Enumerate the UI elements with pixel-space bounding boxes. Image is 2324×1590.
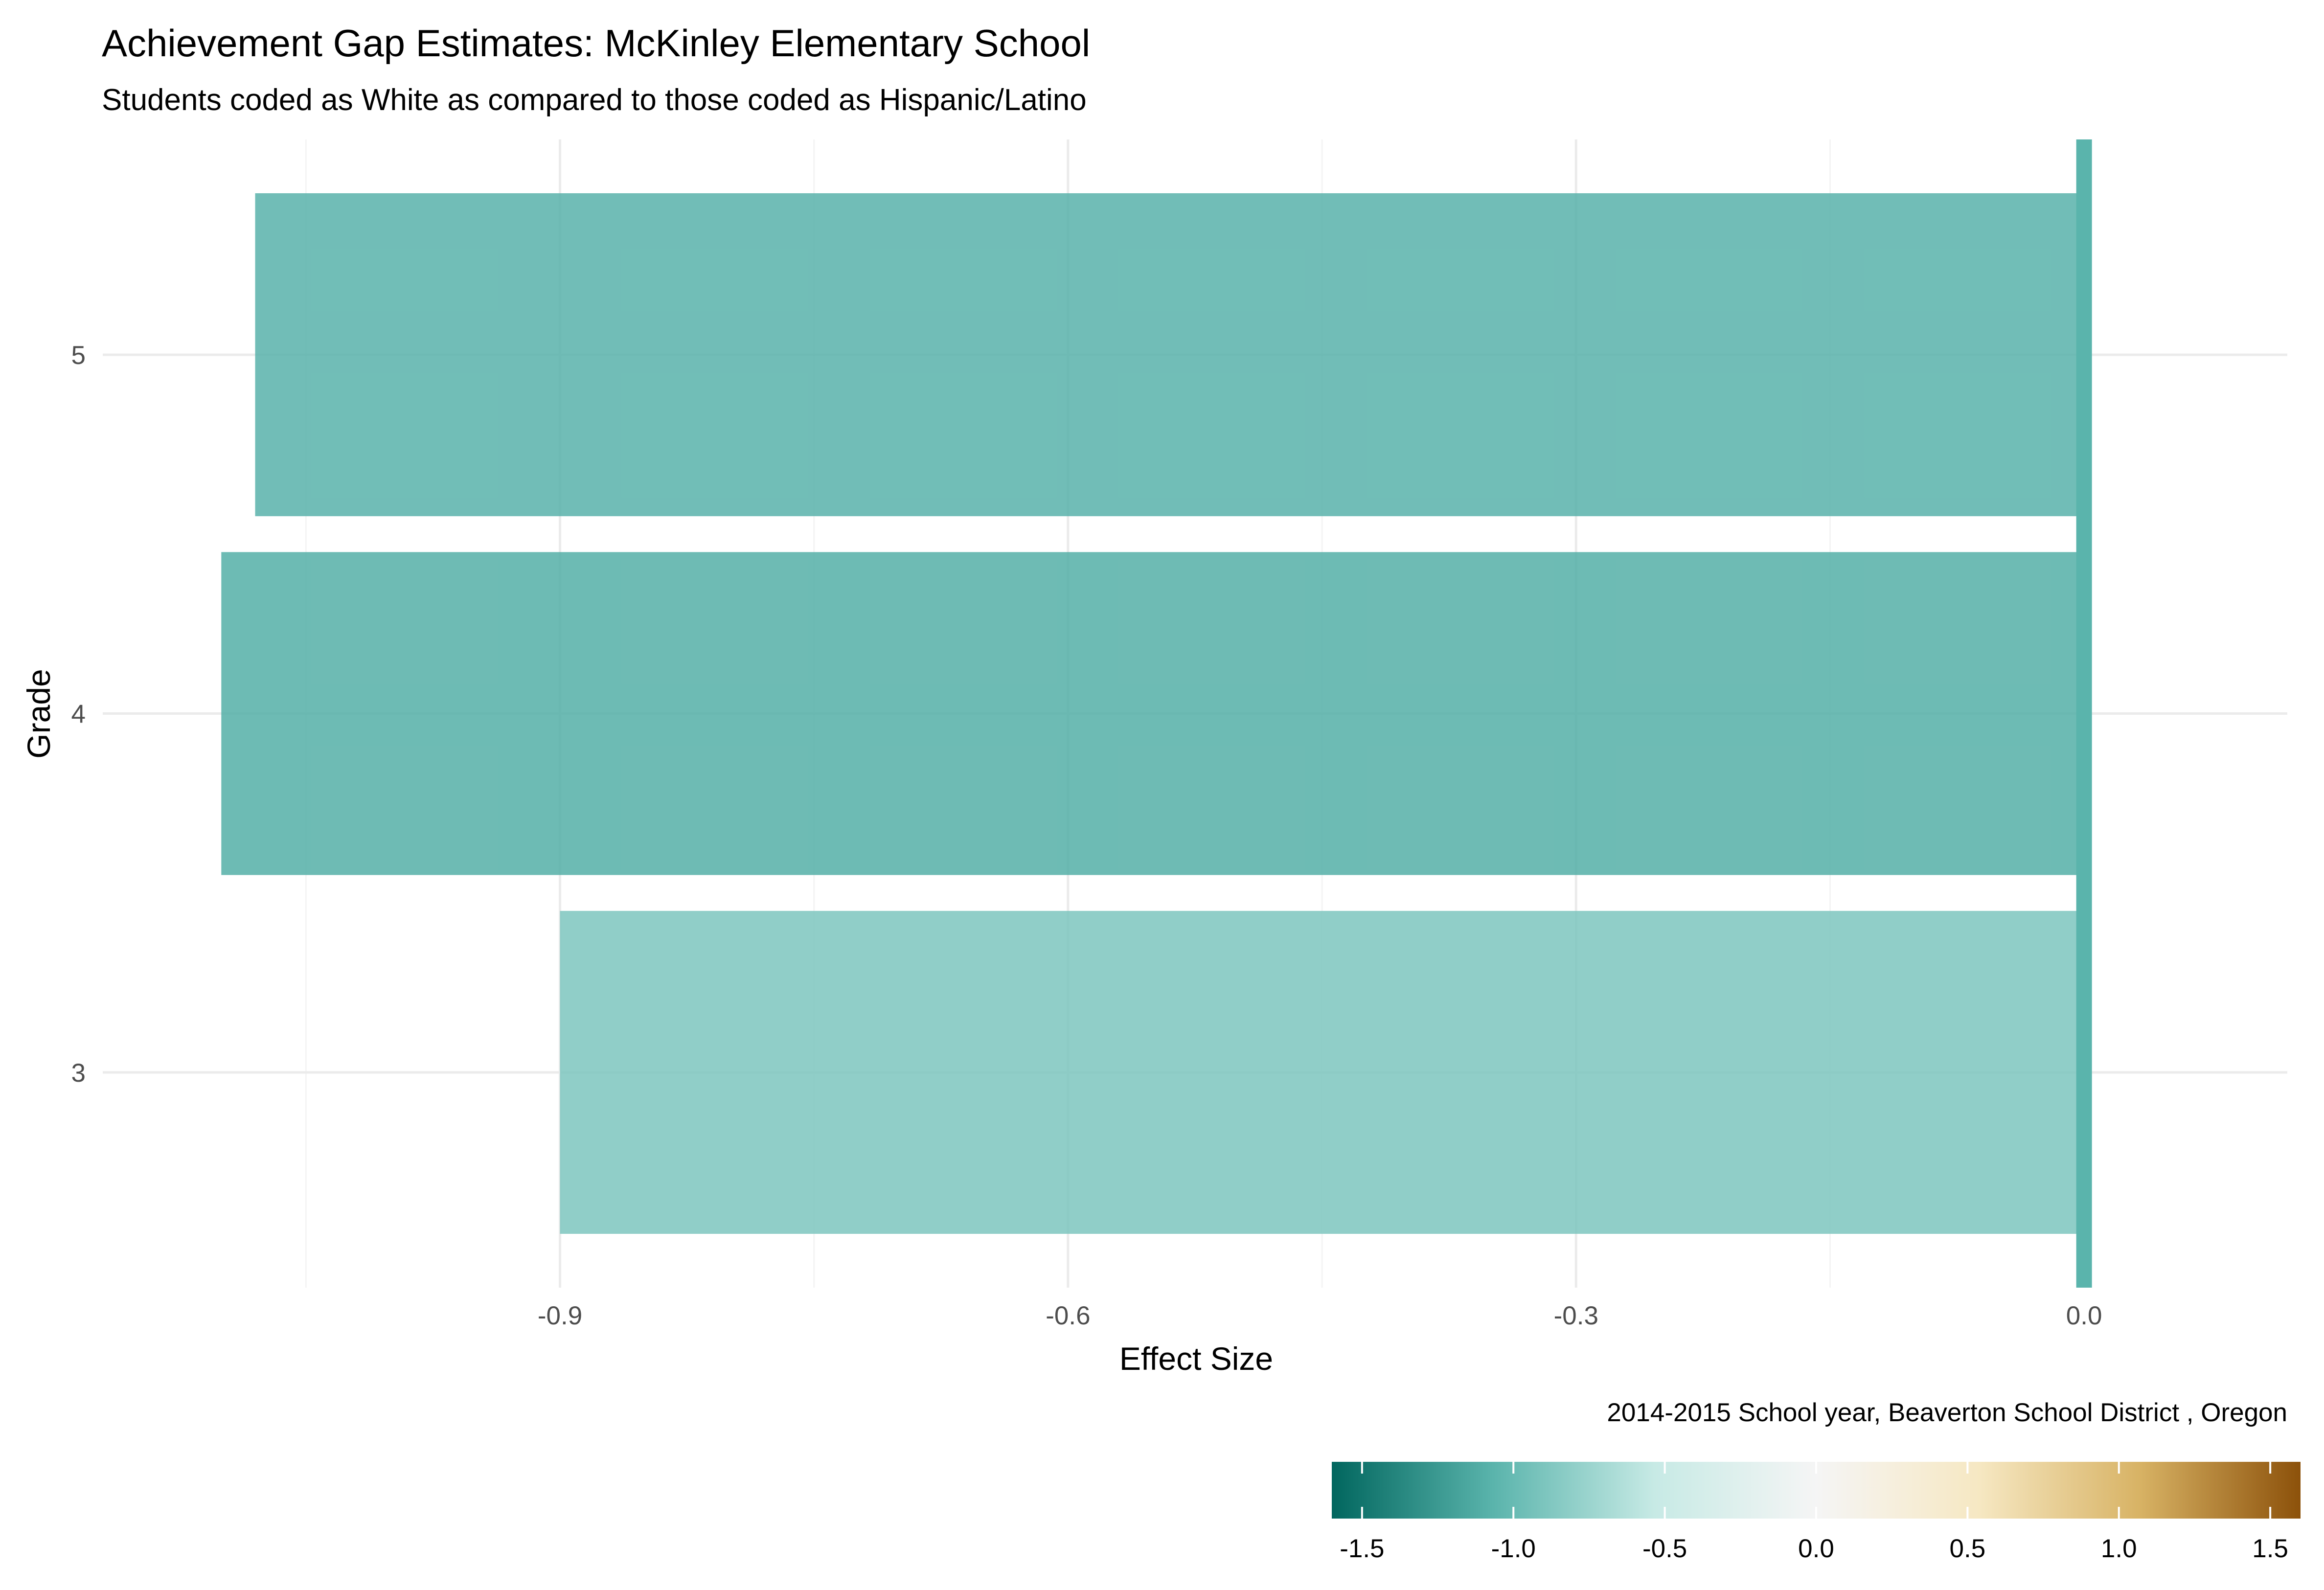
- colorbar-tick-label: -1.5: [1340, 1534, 1384, 1563]
- x-tick-label: -0.6: [1046, 1301, 1090, 1330]
- plot-panel: [103, 139, 2287, 1288]
- y-tick-label: 5: [71, 341, 86, 370]
- x-axis-title: Effect Size: [1119, 1340, 1273, 1377]
- chart-title: Achievement Gap Estimates: McKinley Elem…: [102, 22, 1090, 65]
- bar-grade-4: [221, 552, 2084, 875]
- y-axis-ticks: 3 4 5: [71, 341, 86, 1088]
- x-axis-ticks: -0.9 -0.6 -0.3 0.0: [538, 1301, 2102, 1330]
- y-tick-label: 3: [71, 1059, 86, 1088]
- colorbar-legend: -1.5 -1.0 -0.5 0.0 0.5 1.0 1.5: [1332, 1462, 2301, 1563]
- colorbar-tick-label: -1.0: [1491, 1534, 1536, 1563]
- chart-subtitle: Students coded as White as compared to t…: [102, 83, 1087, 117]
- x-tick-label: -0.9: [538, 1301, 582, 1330]
- colorbar-tick-label: 1.5: [2252, 1534, 2288, 1563]
- y-axis-title: Grade: [21, 669, 57, 758]
- chart-caption: 2014-2015 School year, Beaverton School …: [1607, 1398, 2287, 1427]
- colorbar-tick-label: 0.5: [1950, 1534, 1986, 1563]
- bar-grade-5: [255, 193, 2084, 517]
- colorbar-tick-label: -0.5: [1642, 1534, 1687, 1563]
- x-tick-label: -0.3: [1554, 1301, 1598, 1330]
- x-tick-label: 0.0: [2066, 1301, 2102, 1330]
- colorbar-tick-label: 0.0: [1798, 1534, 1834, 1563]
- bar-grade-3: [560, 910, 2084, 1234]
- y-tick-label: 4: [71, 700, 86, 729]
- colorbar-tick-label: 1.0: [2101, 1534, 2137, 1563]
- bars: [221, 193, 2084, 1234]
- colorbar-ticks: -1.5 -1.0 -0.5 0.0 0.5 1.0 1.5: [1340, 1462, 2288, 1563]
